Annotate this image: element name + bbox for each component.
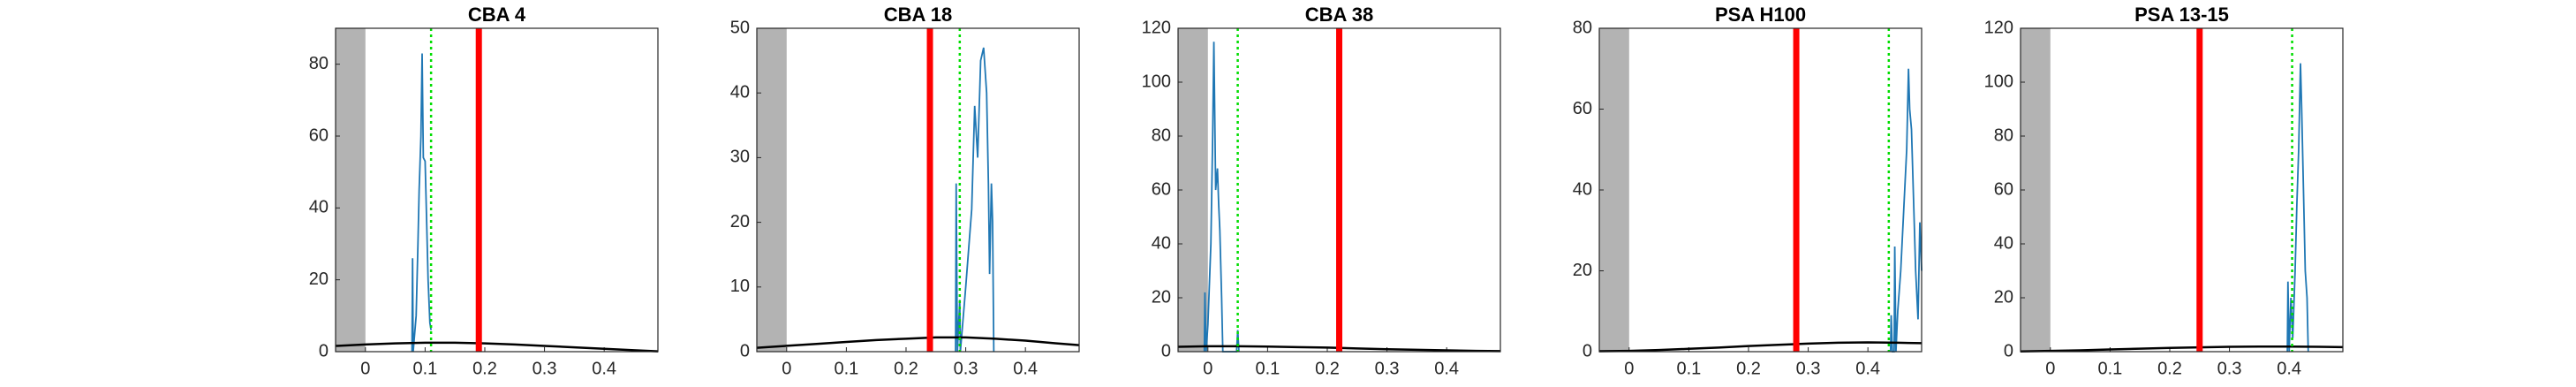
data-line <box>2286 63 2309 353</box>
y-tick-label: 40 <box>1573 179 1592 199</box>
y-tick-label: 80 <box>1152 125 1171 145</box>
x-tick-label: 0.1 <box>412 359 437 378</box>
x-tick-label: 0.1 <box>1255 359 1280 378</box>
data-line <box>756 336 1080 349</box>
y-tick-label: 20 <box>730 212 750 231</box>
y-tick-label: 0 <box>1583 341 1592 360</box>
subplot: PSA 13-15 0 0.1 0.2 0.3 0.4 0 20 40 60 80 100 120 <box>1984 4 2344 378</box>
chart-title: CBA 4 <box>468 4 526 26</box>
x-tick-label: 0.1 <box>834 359 858 378</box>
x-tick-label: 0.3 <box>533 359 557 378</box>
x-tick-label: 0.2 <box>1736 359 1761 378</box>
y-tick-label: 40 <box>1152 233 1171 253</box>
y-tick-label: 10 <box>730 277 750 296</box>
y-tick-label: 20 <box>1573 261 1592 280</box>
x-tick-label: 0.3 <box>1375 359 1400 378</box>
chart-title: CBA 38 <box>1305 4 1373 26</box>
shaded-region <box>336 28 366 352</box>
axes-box <box>756 27 1080 353</box>
y-tick-label: 20 <box>1994 287 2013 307</box>
axes-box <box>1598 27 1923 353</box>
x-tick-label: 0.2 <box>472 359 497 378</box>
y-tick-label: 120 <box>1984 18 2013 37</box>
x-tick-label: 0.4 <box>1434 359 1459 378</box>
y-tick-label: 30 <box>730 148 750 167</box>
shaded-region <box>1599 28 1629 352</box>
x-tick-label: 0.3 <box>954 359 978 378</box>
y-tick-label: 0 <box>319 341 329 360</box>
subplot: PSA H100 0 0.1 0.2 0.3 0.4 0 20 40 60 80 <box>1573 4 1923 378</box>
y-tick-label: 60 <box>309 125 329 145</box>
x-tick-label: 0 <box>1203 359 1212 378</box>
x-tick-label: 0.1 <box>1676 359 1701 378</box>
x-tick-label: 0.4 <box>1013 359 1038 378</box>
x-tick-label: 0 <box>360 359 370 378</box>
shaded-region <box>1178 28 1208 352</box>
subplot: CBA 4 0 0.1 0.2 0.3 0.4 0 20 40 60 80 <box>309 4 659 378</box>
y-tick-label: 120 <box>1142 18 1171 37</box>
x-tick-label: 0.4 <box>1855 359 1880 378</box>
data-line <box>2020 345 2344 353</box>
y-tick-label: 80 <box>1573 18 1592 37</box>
y-tick-label: 40 <box>309 198 329 217</box>
x-tick-label: 0.4 <box>2277 359 2301 378</box>
y-tick-label: 0 <box>2004 341 2013 360</box>
x-tick-label: 0 <box>782 359 791 378</box>
x-tick-label: 0.2 <box>894 359 918 378</box>
x-tick-label: 0.2 <box>1315 359 1340 378</box>
x-tick-label: 0.2 <box>2157 359 2182 378</box>
subplot: CBA 18 0 0.1 0.2 0.3 0.4 0 10 20 30 40 50 <box>730 4 1080 378</box>
axes-box <box>2020 27 2344 353</box>
data-line <box>955 47 995 353</box>
chart-title: CBA 18 <box>884 4 952 26</box>
y-tick-label: 40 <box>730 82 750 102</box>
y-tick-label: 20 <box>309 269 329 289</box>
x-tick-label: 0.3 <box>2217 359 2242 378</box>
x-tick-label: 0.1 <box>2097 359 2122 378</box>
subplot: CBA 38 0 0.1 0.2 0.3 0.4 0 20 40 60 80 100 120 <box>1142 4 1501 378</box>
x-tick-label: 0 <box>1624 359 1634 378</box>
chart-title: PSA H100 <box>1715 4 1806 26</box>
y-tick-label: 50 <box>730 18 750 37</box>
shaded-region <box>757 28 787 352</box>
y-tick-label: 100 <box>1984 72 2013 91</box>
data-line <box>1889 68 1923 353</box>
shaded-region <box>2021 28 2051 352</box>
axes-box <box>335 27 659 353</box>
data-line <box>411 53 433 353</box>
y-tick-label: 60 <box>1573 99 1592 118</box>
chart-title: PSA 13-15 <box>2134 4 2229 26</box>
y-tick-label: 20 <box>1152 287 1171 307</box>
y-tick-label: 40 <box>1994 233 2013 253</box>
y-tick-label: 80 <box>1994 125 2013 145</box>
y-tick-label: 0 <box>1161 341 1171 360</box>
y-tick-label: 80 <box>309 54 329 73</box>
axes-box <box>1177 27 1501 353</box>
x-tick-label: 0 <box>2045 359 2055 378</box>
y-tick-label: 60 <box>1994 179 2013 199</box>
x-tick-label: 0.4 <box>592 359 616 378</box>
y-tick-label: 0 <box>740 341 750 360</box>
y-tick-label: 100 <box>1142 72 1171 91</box>
data-line <box>1598 341 1923 353</box>
data-line <box>1203 42 1240 353</box>
data-line <box>335 341 659 353</box>
y-tick-label: 60 <box>1152 179 1171 199</box>
x-tick-label: 0.3 <box>1796 359 1821 378</box>
